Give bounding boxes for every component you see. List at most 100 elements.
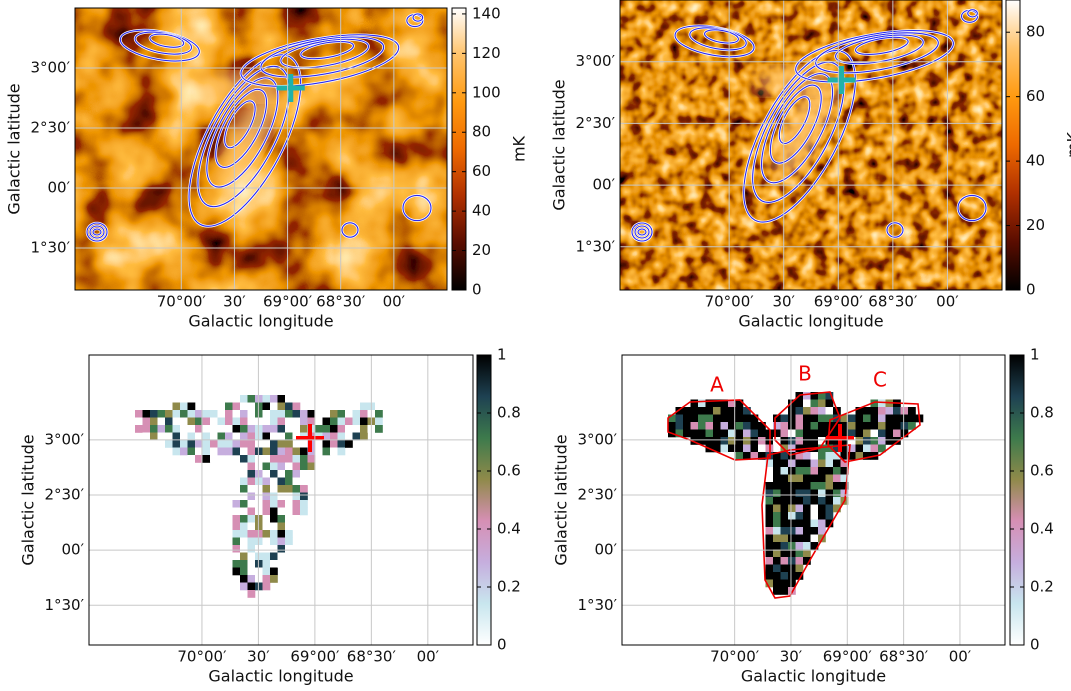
pixel bbox=[240, 425, 248, 433]
pixel bbox=[232, 552, 241, 561]
pixel bbox=[818, 459, 826, 468]
pixel bbox=[337, 425, 346, 433]
pixel bbox=[195, 447, 203, 456]
pixel bbox=[780, 414, 789, 423]
pixel bbox=[885, 437, 894, 445]
pixel bbox=[300, 470, 308, 478]
pixel bbox=[750, 422, 759, 430]
x-tick-label: 68°30′ bbox=[347, 648, 397, 666]
pixel bbox=[840, 459, 849, 468]
x-tick-label: 00′ bbox=[936, 293, 959, 311]
pixel bbox=[728, 407, 736, 415]
pixel bbox=[878, 429, 886, 438]
pixel bbox=[322, 447, 331, 456]
pixel bbox=[247, 500, 256, 508]
pixel bbox=[780, 542, 789, 550]
pixel bbox=[780, 467, 789, 475]
pixel bbox=[758, 452, 766, 460]
pixel bbox=[277, 522, 286, 531]
pixel bbox=[728, 452, 736, 460]
pixel bbox=[262, 522, 271, 531]
contour bbox=[815, 32, 939, 74]
pixel bbox=[210, 440, 218, 448]
pixel bbox=[810, 542, 819, 550]
pixel bbox=[840, 422, 849, 430]
pixel bbox=[825, 392, 834, 400]
pixel bbox=[773, 482, 781, 490]
y-tick-label: 1°30′ bbox=[44, 596, 84, 614]
plot-frame bbox=[74, 7, 448, 291]
pixel bbox=[795, 572, 804, 580]
pixel bbox=[855, 429, 864, 438]
pixel bbox=[833, 497, 841, 505]
pixel bbox=[780, 564, 789, 573]
pixel bbox=[270, 522, 278, 531]
contour bbox=[760, 73, 834, 184]
pixel bbox=[825, 399, 834, 408]
pixel bbox=[292, 470, 301, 478]
pixel bbox=[893, 437, 901, 445]
pixel bbox=[337, 410, 346, 418]
pixel bbox=[825, 519, 834, 528]
pixel bbox=[270, 470, 278, 478]
pixel bbox=[870, 422, 879, 430]
pixel bbox=[878, 399, 886, 408]
pixel bbox=[247, 417, 256, 426]
pixel bbox=[375, 425, 383, 433]
pixel bbox=[855, 407, 864, 415]
contour bbox=[769, 84, 822, 164]
pixel bbox=[840, 429, 849, 438]
pixel bbox=[180, 425, 188, 433]
pixel bbox=[142, 410, 151, 418]
y-tick-label: 00′ bbox=[595, 541, 618, 559]
pixel bbox=[292, 507, 301, 516]
pixel bbox=[172, 402, 181, 411]
pixel bbox=[885, 422, 894, 430]
pixel bbox=[788, 564, 796, 573]
region-outline bbox=[761, 444, 851, 599]
pixel bbox=[292, 462, 301, 471]
pixel bbox=[765, 497, 774, 505]
pixel bbox=[240, 507, 248, 516]
pixel bbox=[795, 542, 804, 550]
pixel bbox=[277, 560, 286, 568]
pixel bbox=[270, 575, 278, 583]
pixel bbox=[232, 432, 241, 441]
pixel bbox=[240, 440, 248, 448]
pixel bbox=[307, 417, 316, 426]
pixel bbox=[735, 422, 744, 430]
pixel bbox=[180, 440, 188, 448]
contour bbox=[300, 40, 354, 60]
colorbar bbox=[1009, 354, 1025, 646]
pixel bbox=[780, 482, 789, 490]
pixel bbox=[773, 519, 781, 528]
pixel bbox=[833, 459, 841, 468]
x-tick-label: 69°00′ bbox=[290, 648, 340, 666]
pixel bbox=[690, 414, 699, 423]
colorbar-tick-label: 0 bbox=[1030, 636, 1040, 654]
x-axis-label: Galactic longitude bbox=[738, 312, 883, 331]
pixel bbox=[690, 437, 699, 445]
pixel bbox=[765, 504, 774, 513]
contour bbox=[92, 228, 102, 236]
pixel bbox=[818, 444, 826, 453]
pixel bbox=[210, 410, 218, 418]
region-label: A bbox=[710, 373, 724, 397]
pixel bbox=[262, 492, 271, 501]
pixel bbox=[142, 425, 151, 433]
x-axis-label: Galactic longitude bbox=[741, 667, 886, 686]
y-tick-label: 3°00′ bbox=[577, 430, 617, 448]
contour bbox=[89, 225, 105, 239]
pixel bbox=[803, 399, 811, 408]
colorbar-tick-label: 100 bbox=[472, 83, 501, 101]
pixel bbox=[780, 489, 789, 498]
pixel bbox=[247, 440, 256, 448]
pixel bbox=[885, 429, 894, 438]
plot-frame bbox=[621, 354, 1006, 646]
pixel bbox=[345, 410, 353, 418]
pixel bbox=[277, 552, 286, 561]
pixel bbox=[142, 417, 151, 426]
pixel bbox=[795, 459, 804, 468]
pixel bbox=[300, 477, 308, 486]
